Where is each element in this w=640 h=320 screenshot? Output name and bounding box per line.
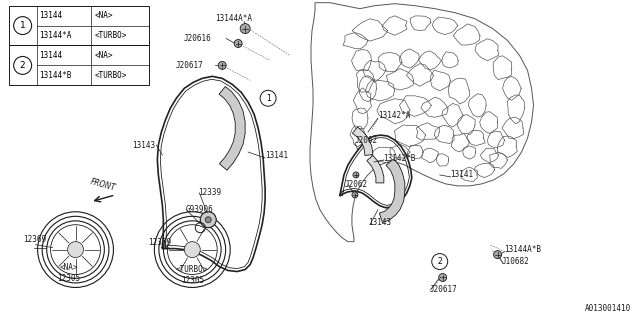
Text: 12369: 12369 xyxy=(22,235,46,244)
Text: 12339: 12339 xyxy=(198,188,221,197)
Text: 2: 2 xyxy=(437,257,442,266)
Text: 1: 1 xyxy=(20,21,26,30)
Text: <TURBO>: <TURBO> xyxy=(95,31,127,40)
Text: J20617: J20617 xyxy=(430,285,458,294)
Text: J20617: J20617 xyxy=(175,61,203,70)
Text: 2: 2 xyxy=(20,61,26,70)
Text: <NA>: <NA> xyxy=(95,51,113,60)
Text: 13144: 13144 xyxy=(40,51,63,60)
Circle shape xyxy=(439,274,447,282)
Text: 13144A*A: 13144A*A xyxy=(215,14,252,23)
Circle shape xyxy=(493,251,502,259)
Text: 12305: 12305 xyxy=(57,274,80,283)
Text: 13142*A: 13142*A xyxy=(378,111,410,120)
Text: 13142*B: 13142*B xyxy=(383,154,415,163)
Polygon shape xyxy=(367,156,384,183)
Text: A013001410: A013001410 xyxy=(585,304,631,313)
Text: FRONT: FRONT xyxy=(90,177,117,193)
Text: <NA>: <NA> xyxy=(95,11,113,20)
Text: 12369: 12369 xyxy=(148,238,172,247)
Text: 13141: 13141 xyxy=(450,171,473,180)
Bar xyxy=(9,6,149,45)
Circle shape xyxy=(200,212,216,228)
Text: 1: 1 xyxy=(266,94,271,103)
Text: 13144*B: 13144*B xyxy=(40,71,72,80)
Text: J2062: J2062 xyxy=(355,136,378,145)
Circle shape xyxy=(353,172,359,178)
Text: 13143: 13143 xyxy=(368,218,391,227)
Text: J20616: J20616 xyxy=(183,34,211,43)
Circle shape xyxy=(218,61,226,69)
Polygon shape xyxy=(380,159,405,222)
Polygon shape xyxy=(219,86,245,170)
Text: <TURBO>: <TURBO> xyxy=(95,71,127,80)
Text: 13144*A: 13144*A xyxy=(40,31,72,40)
Text: 13141: 13141 xyxy=(265,150,288,160)
Circle shape xyxy=(205,217,211,223)
Text: J10682: J10682 xyxy=(502,257,529,266)
Circle shape xyxy=(352,192,358,198)
Text: 13144: 13144 xyxy=(40,11,63,20)
Text: 13143: 13143 xyxy=(132,140,156,149)
Text: 12305: 12305 xyxy=(180,276,204,285)
Text: <NA>: <NA> xyxy=(60,263,78,272)
Text: 13144A*B: 13144A*B xyxy=(504,245,541,254)
Polygon shape xyxy=(353,127,373,156)
Text: J2062: J2062 xyxy=(345,180,368,189)
Circle shape xyxy=(68,242,83,258)
Circle shape xyxy=(240,24,250,34)
Bar xyxy=(9,45,149,85)
Text: G93906: G93906 xyxy=(186,205,213,214)
Circle shape xyxy=(234,40,242,47)
Text: <TURBO>: <TURBO> xyxy=(176,265,209,274)
Circle shape xyxy=(184,242,200,258)
